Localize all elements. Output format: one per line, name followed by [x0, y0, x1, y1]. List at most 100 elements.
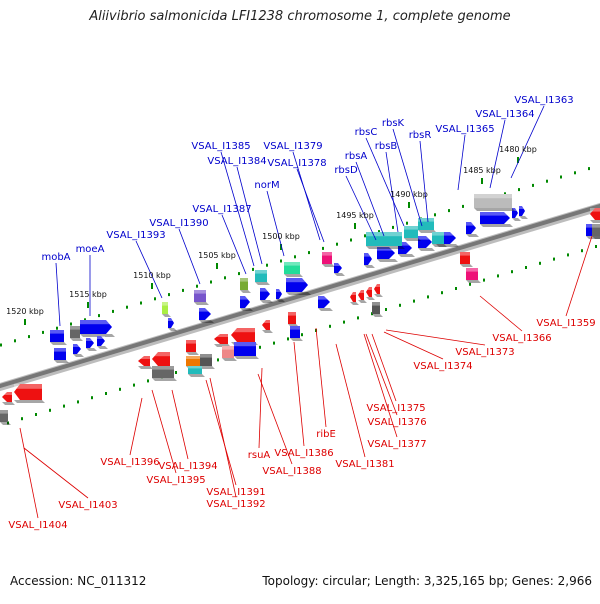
scale-tick	[581, 249, 583, 253]
forward-gene-feature	[364, 253, 375, 268]
forward-gene-label: VSAL_I1384	[207, 156, 266, 167]
forward-gene-label: rbsA	[345, 151, 368, 162]
scale-tick	[168, 293, 170, 297]
scale-tick	[217, 358, 219, 362]
reverse-gene-feature	[138, 356, 153, 369]
scale-tick	[294, 255, 296, 259]
scale-tick	[252, 267, 254, 271]
scale-tick	[532, 183, 534, 187]
scale-major-tick	[280, 244, 282, 250]
scale-tick	[84, 318, 86, 322]
reverse-gene-leader-line	[335, 343, 366, 458]
reverse-gene-leader-line	[565, 235, 593, 317]
scale-label: 1500 kbp	[262, 232, 300, 241]
forward-gene-label: VSAL_I1387	[192, 204, 251, 215]
gene-feature	[54, 348, 69, 363]
gene-feature	[0, 410, 11, 425]
scale-tick	[105, 392, 107, 395]
gene-feature	[432, 232, 447, 247]
forward-gene-feature	[512, 208, 521, 221]
scale-major-tick	[517, 157, 519, 163]
forward-gene-label: VSAL_I1365	[435, 124, 494, 135]
reverse-gene-label: VSAL_I1392	[206, 499, 265, 510]
scale-tick	[399, 303, 401, 307]
scale-tick	[455, 287, 457, 290]
forward-gene-label: VSAL_I1393	[106, 230, 165, 241]
forward-gene-label: mobA	[41, 252, 70, 263]
reverse-gene-label: VSAL_I1359	[536, 318, 595, 329]
scale-tick	[504, 192, 506, 196]
reverse-gene-leader-line	[385, 329, 486, 346]
reverse-gene-label: VSAL_I1373	[455, 347, 514, 358]
forward-gene-feature	[80, 320, 115, 337]
forward-gene-leader-line	[221, 214, 247, 275]
reverse-gene-leader-line	[171, 389, 189, 460]
scale-tick	[42, 330, 44, 334]
reverse-gene-label: VSAL_I1394	[158, 461, 217, 472]
scale-tick	[147, 379, 149, 383]
scale-tick	[462, 204, 464, 208]
forward-gene-leader-line	[236, 166, 263, 265]
scale-tick	[308, 251, 310, 255]
reverse-gene-feature	[214, 334, 231, 347]
scale-tick	[378, 230, 380, 234]
scale-tick	[364, 234, 366, 238]
genome-summary-label: Topology: circular; Length: 3,325,165 bp…	[262, 574, 592, 588]
reverse-gene-label: VSAL_I1376	[367, 417, 426, 428]
forward-gene-leader-line	[55, 262, 61, 327]
forward-gene-label: rbsB	[375, 141, 398, 152]
scale-major-tick	[216, 263, 218, 269]
reverse-gene-label: VSAL_I1396	[100, 457, 159, 468]
forward-gene-label: rbsC	[355, 127, 378, 138]
forward-gene-feature	[377, 247, 398, 262]
reverse-gene-leader-line	[293, 341, 305, 447]
scale-tick	[287, 337, 289, 341]
reverse-gene-leader-line	[129, 397, 143, 456]
reverse-gene-leader-line	[479, 295, 523, 332]
scale-tick	[322, 246, 324, 250]
forward-gene-feature	[199, 308, 214, 323]
gene-feature	[162, 302, 171, 317]
scale-tick	[70, 322, 72, 326]
reverse-gene-feature	[374, 284, 383, 297]
scale-label: 1480 kbp	[499, 145, 537, 154]
scale-tick	[392, 225, 394, 229]
forward-gene-leader-line	[135, 240, 163, 299]
reverse-gene-leader-line	[258, 367, 263, 449]
gene-feature	[194, 290, 209, 305]
scale-label: 1505 kbp	[198, 251, 236, 260]
scale-label: 1510 kbp	[133, 271, 171, 280]
scale-major-tick	[408, 202, 410, 208]
scale-major-tick	[87, 302, 89, 308]
scale-tick	[350, 238, 352, 242]
forward-gene-feature	[240, 296, 253, 311]
scale-tick	[224, 276, 226, 280]
scale-tick	[14, 339, 16, 343]
scale-tick	[91, 396, 93, 400]
scale-tick	[154, 297, 156, 301]
scale-tick	[385, 308, 387, 311]
reverse-gene-leader-line	[363, 333, 398, 438]
forward-gene-label: VSAL_I1378	[267, 158, 326, 169]
forward-gene-label: norM	[254, 180, 279, 191]
gene-feature	[234, 342, 259, 359]
forward-gene-leader-line	[292, 151, 321, 241]
scale-tick	[182, 288, 184, 292]
forward-gene-label: rbsR	[409, 130, 432, 141]
forward-gene-label: moeA	[76, 244, 105, 255]
scale-tick	[98, 314, 100, 318]
accession-label: Accession: NC_011312	[10, 574, 147, 588]
forward-gene-leader-line	[355, 161, 385, 237]
scale-major-tick	[151, 283, 153, 289]
scale-tick	[49, 408, 51, 412]
reverse-gene-label: rsuA	[248, 450, 271, 461]
scale-tick	[7, 421, 9, 425]
scale-tick	[483, 278, 485, 282]
scale-tick	[448, 209, 450, 213]
scale-label: 1490 kbp	[390, 190, 428, 199]
gene-feature	[222, 346, 237, 361]
reverse-gene-label: VSAL_I1386	[274, 448, 333, 459]
scale-tick	[140, 301, 142, 305]
reverse-gene-label: ribE	[316, 429, 336, 440]
reverse-gene-label: VSAL_I1366	[492, 333, 551, 344]
